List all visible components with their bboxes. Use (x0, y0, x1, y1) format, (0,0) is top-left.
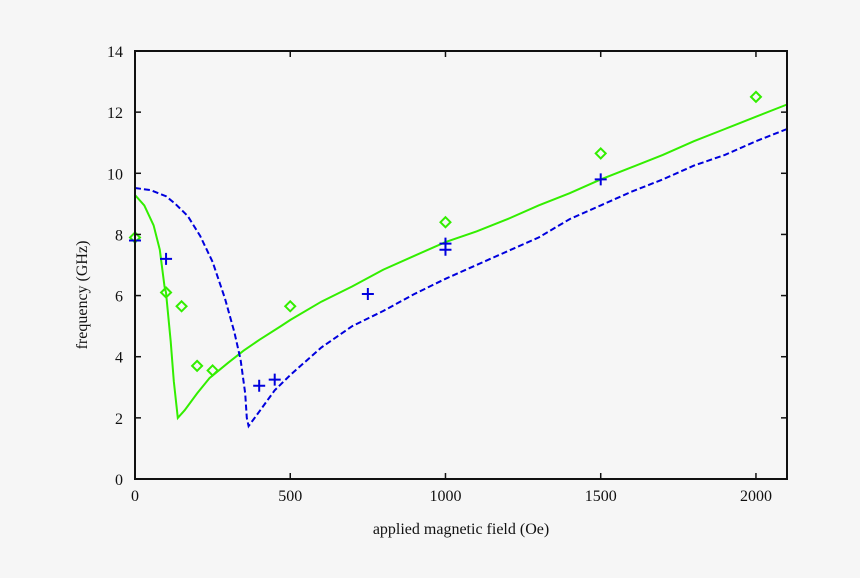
x-tick-label: 1000 (429, 488, 461, 505)
diamond-marker (283, 299, 297, 313)
y-tick-label: 14 (107, 44, 123, 61)
plus-marker (268, 373, 281, 386)
plus-marker (594, 173, 607, 186)
y-tick-label: 6 (115, 289, 123, 306)
diamond-marker (749, 90, 763, 104)
x-tick-label: 1500 (585, 488, 617, 505)
diamond-marker (175, 299, 188, 313)
x-axis-title: applied magnetic field (Oe) (373, 521, 549, 538)
y-tick-label: 2 (115, 411, 123, 428)
x-tick-label: 0 (131, 488, 139, 505)
curves (134, 103, 788, 429)
y-tick-label: 10 (107, 166, 123, 183)
diamond-marker (439, 215, 452, 229)
plus-marker (253, 379, 266, 392)
x-tick-label: 500 (278, 488, 302, 505)
plus-marker (361, 288, 374, 301)
y-axis-title: frequency (GHz) (74, 241, 91, 350)
y-tick-label: 8 (115, 227, 123, 244)
plus-marker (439, 243, 452, 256)
diamond-marker (159, 286, 173, 299)
diamond-marker (206, 364, 220, 377)
markers (128, 90, 763, 392)
y-tick-label: 0 (115, 472, 123, 489)
diamond-marker (190, 359, 204, 373)
x-axis-ticks: 0 500 1000 1500 2000 (131, 51, 772, 505)
y-tick-label: 4 (115, 350, 123, 367)
series-line-0 (134, 103, 788, 421)
plus-marker (160, 252, 173, 265)
diamond-marker (594, 146, 608, 160)
plot-frame (134, 50, 788, 480)
y-tick-label: 12 (107, 105, 123, 122)
y-axis-ticks: 0 2 4 6 8 10 12 14 (107, 44, 787, 489)
x-tick-label: 2000 (740, 488, 772, 505)
series-line-1 (134, 128, 788, 429)
